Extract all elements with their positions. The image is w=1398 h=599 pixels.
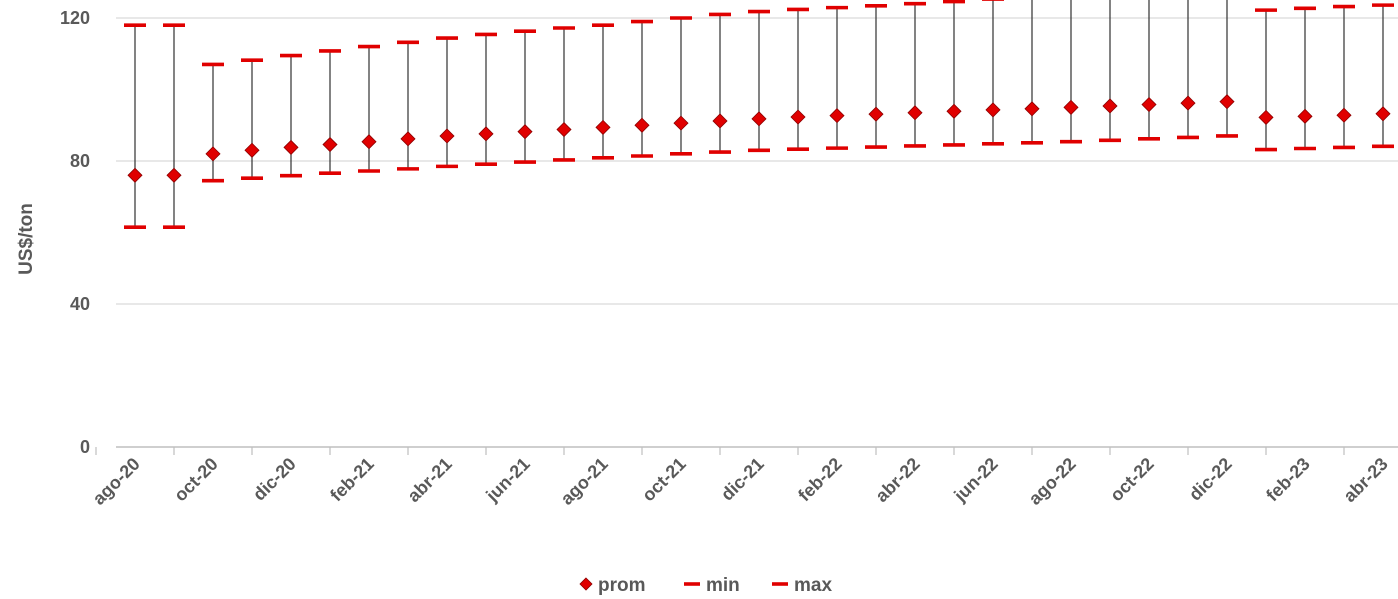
prom-point-ago-21 [595, 119, 611, 135]
y-tick-label-40: 40 [70, 294, 90, 314]
prom-point-abr-21 [439, 128, 455, 144]
x-tick-label-jun-21: jun-21 [481, 454, 533, 506]
prom-point-ene-23 [1258, 109, 1274, 125]
prom-point-mar-22 [868, 106, 884, 122]
gridlines [116, 17, 1398, 305]
min-series [124, 134, 1394, 229]
prom-point-abr-23 [1375, 106, 1391, 122]
x-tick-label-feb-23: feb-23 [1262, 454, 1314, 506]
prom-series [127, 94, 1391, 183]
prom-point-oct-22 [1141, 96, 1157, 113]
prom-point-may-22 [946, 103, 962, 119]
x-tick-label-ago-20: ago-20 [89, 454, 144, 509]
legend-min-label: min [706, 575, 740, 596]
legend-prom-symbol [579, 577, 593, 591]
y-tick-label-80: 80 [70, 151, 90, 171]
prom-point-nov-20 [244, 142, 260, 158]
x-tick-label-dic-20: dic-20 [249, 454, 300, 505]
prom-point-ago-20 [127, 167, 143, 183]
x-tick-label-feb-22: feb-22 [794, 454, 846, 506]
x-tick-label-oct-22: oct-22 [1106, 454, 1158, 506]
prom-point-nov-21 [712, 113, 728, 129]
x-tick-label-dic-22: dic-22 [1185, 454, 1236, 505]
prom-point-dic-21 [751, 111, 767, 127]
legend-prom-label: prom [598, 575, 646, 596]
y-axis-ticks: 0 40 80 120 [60, 8, 90, 457]
error-bars [134, 0, 1384, 228]
prom-point-feb-22 [829, 108, 845, 124]
prom-point-dic-22 [1219, 94, 1235, 110]
prom-point-oct-21 [673, 115, 689, 131]
x-tick-label-ago-21: ago-21 [557, 454, 612, 509]
x-tick-label-abr-22: abr-22 [871, 454, 923, 506]
y-tick-label-120: 120 [60, 8, 90, 28]
x-tick-label-abr-21: abr-21 [403, 454, 455, 506]
prom-point-mar-21 [400, 131, 416, 147]
max-series [124, 0, 1394, 67]
prom-point-jul-21 [556, 121, 572, 138]
legend: prom min max [579, 575, 832, 596]
prom-point-ago-22 [1063, 99, 1079, 115]
prom-point-feb-23 [1297, 108, 1313, 124]
prom-point-feb-21 [361, 134, 377, 150]
y-tick-label-0: 0 [80, 437, 90, 457]
x-tick-label-ago-22: ago-22 [1025, 454, 1080, 509]
x-tick-label-dic-21: dic-21 [717, 454, 768, 505]
x-axis-ticks: ago-20 oct-20 dic-20 feb-21 abr-21 jun-21 ago-… [89, 447, 1392, 509]
x-tick-label-oct-21: oct-21 [638, 454, 690, 506]
prom-point-sep-21 [634, 117, 650, 133]
prom-point-sep-22 [1102, 98, 1118, 114]
x-tick-label-jun-22: jun-22 [949, 454, 1001, 506]
prom-point-ene-22 [790, 109, 806, 125]
x-tick-label-oct-20: oct-20 [170, 454, 222, 506]
x-tick-label-feb-21: feb-21 [326, 454, 378, 506]
prom-point-jun-21 [517, 124, 533, 140]
prom-point-ene-21 [322, 136, 338, 153]
prom-point-jun-22 [985, 102, 1001, 118]
prom-point-sep-20 [166, 167, 182, 183]
prom-point-dic-20 [283, 139, 299, 155]
x-tick-label-abr-23: abr-23 [1339, 454, 1391, 506]
prom-point-mar-23 [1336, 107, 1352, 123]
y-axis-title: US$/ton [16, 203, 37, 275]
prom-point-may-21 [478, 126, 494, 142]
prom-point-jul-22 [1024, 101, 1040, 117]
prom-point-oct-20 [205, 146, 221, 162]
legend-max-label: max [794, 575, 832, 596]
prom-point-nov-22 [1180, 95, 1196, 111]
prom-point-abr-22 [907, 105, 923, 121]
